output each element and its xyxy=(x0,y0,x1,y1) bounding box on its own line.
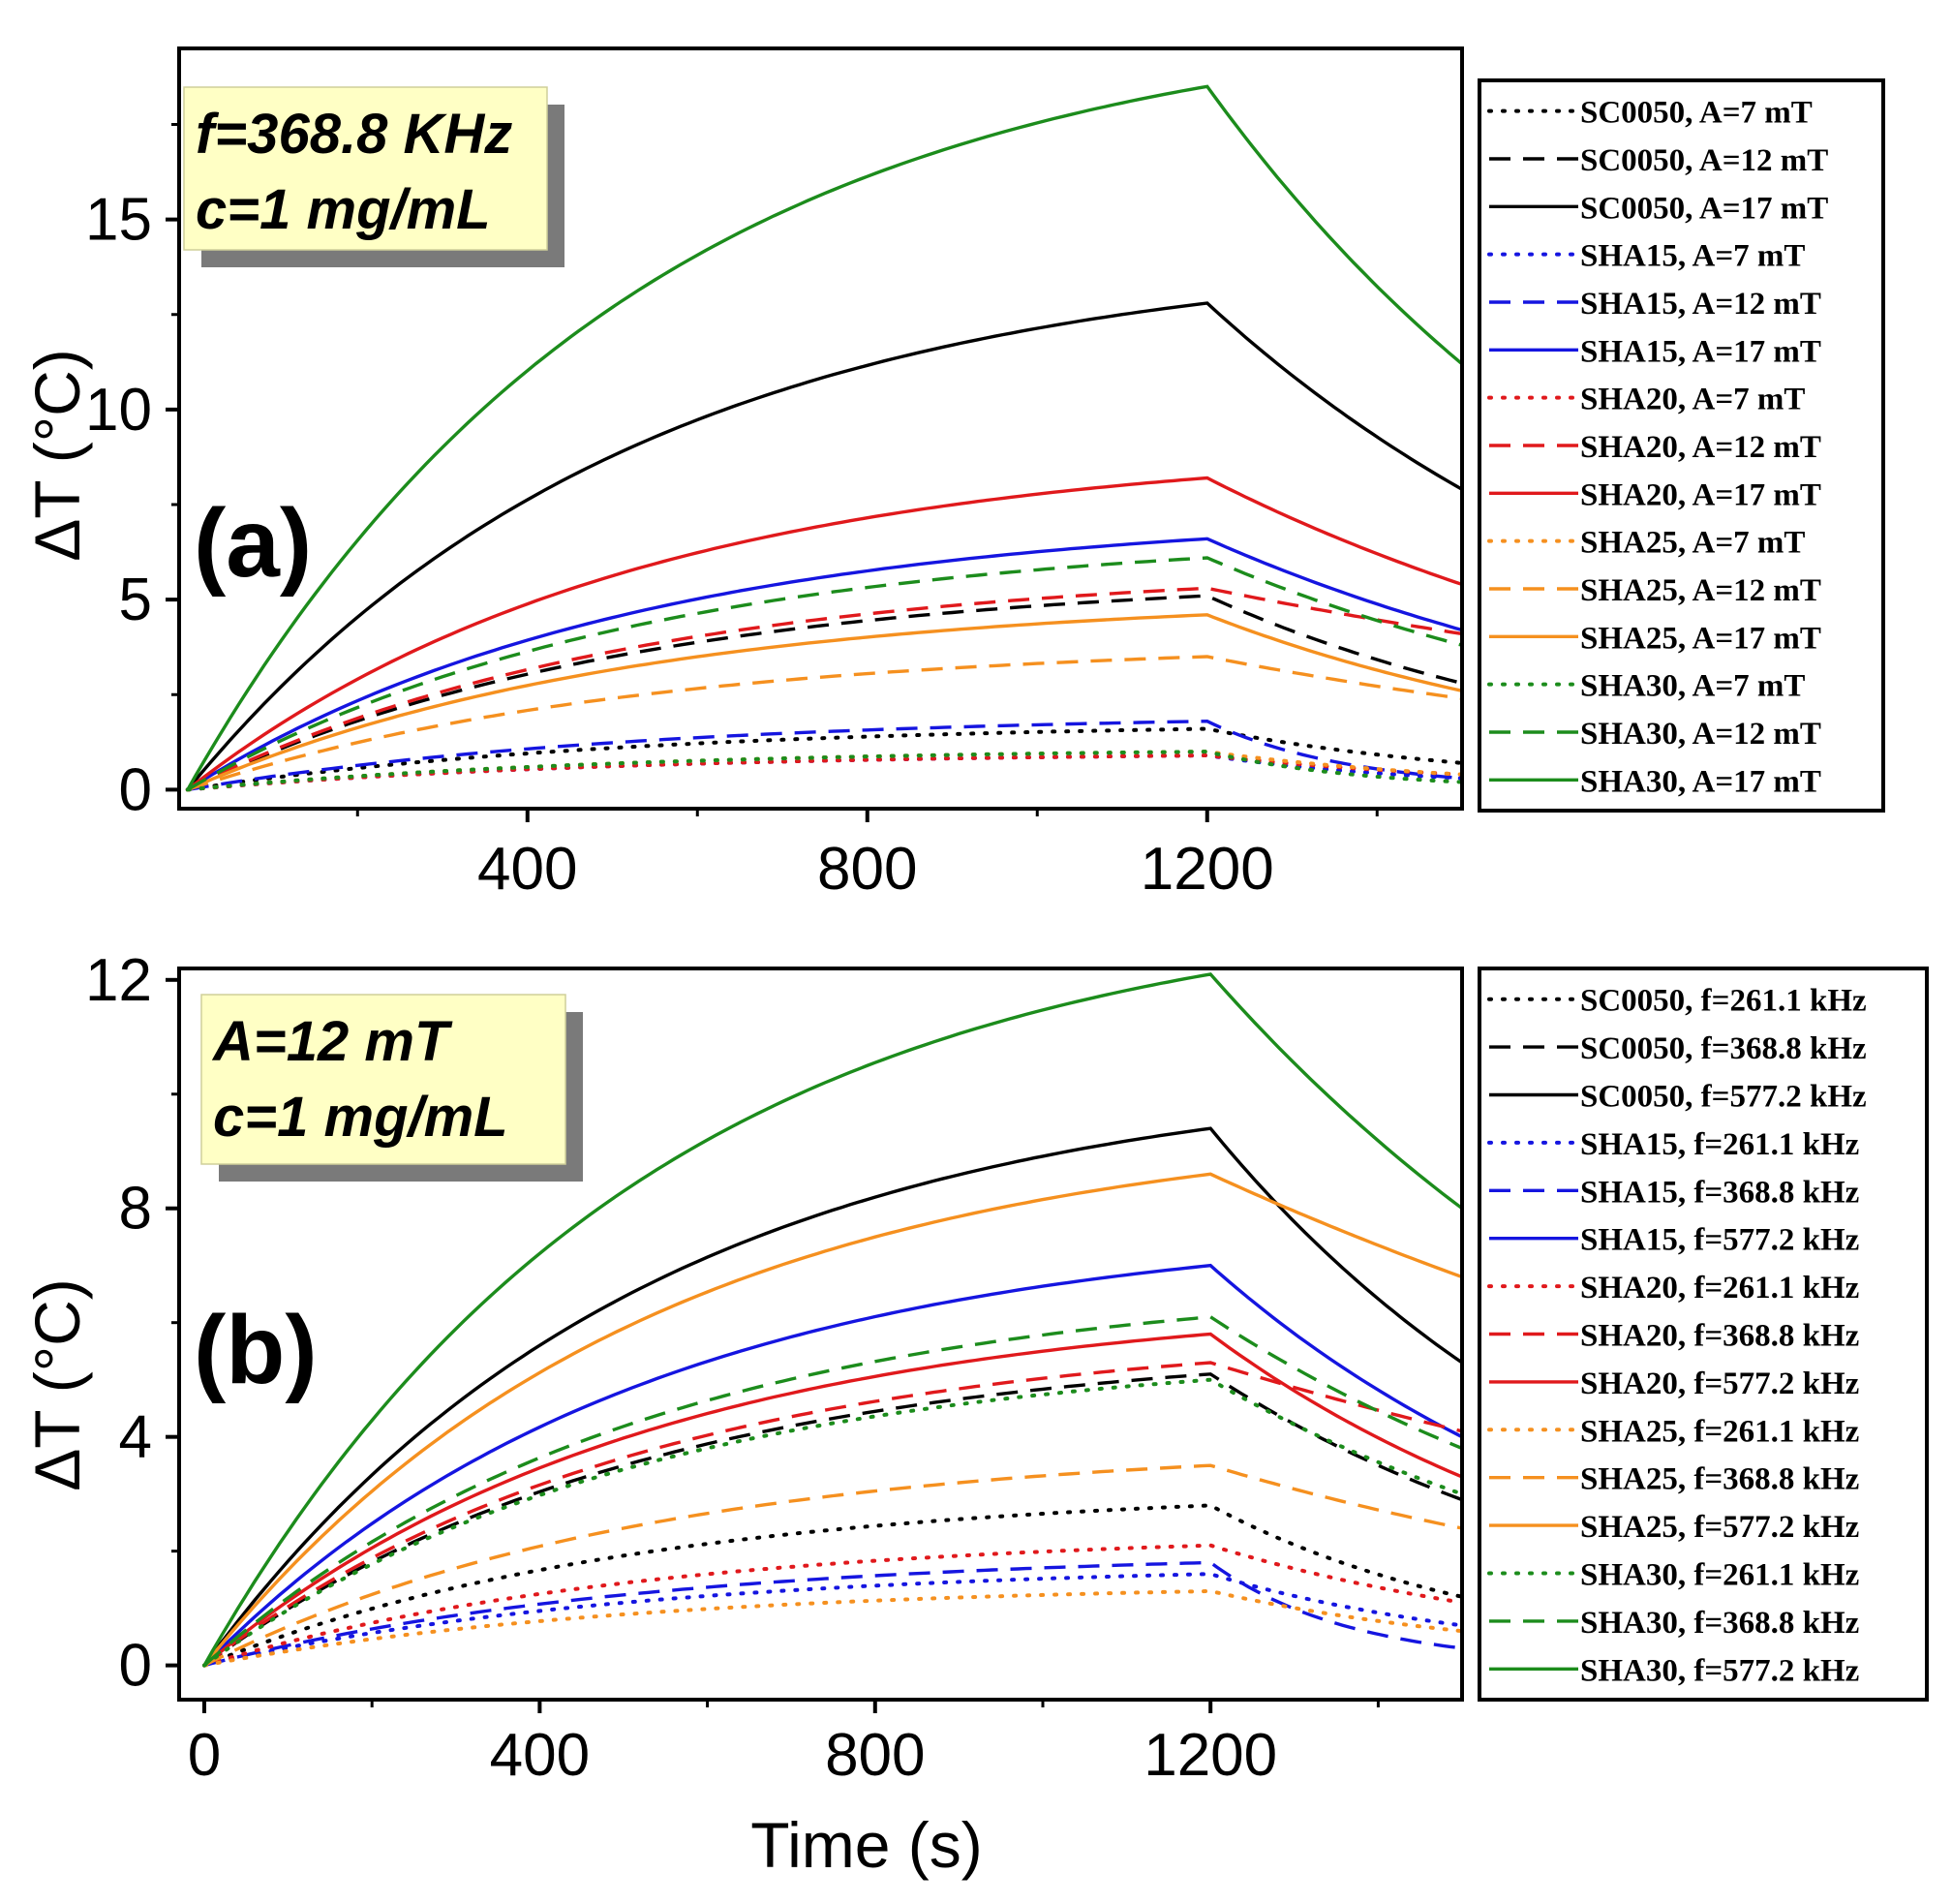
series-line-b-1 xyxy=(202,1372,1462,1667)
series-line-b-11 xyxy=(202,1172,1462,1667)
legend-label: SHA20, A=7 mT xyxy=(1580,383,1805,417)
panel-b: 0 400 800 1200 0 4 8 12 ΔT (°C) (b) A=12 mT c=1 mg/… xyxy=(21,947,1929,1789)
y-tick-label: 4 xyxy=(119,1404,152,1471)
panel-label: (a) xyxy=(194,489,312,598)
legend-label: SHA15, f=577.2 kHz xyxy=(1580,1223,1859,1258)
y-tick-label: 15 xyxy=(85,187,152,254)
legend-label: SHA30, A=17 mT xyxy=(1580,764,1821,799)
info-box xyxy=(200,994,566,1165)
x-tick-label: 400 xyxy=(477,836,577,903)
series-line-b-8 xyxy=(202,1332,1462,1667)
series-line-b-4 xyxy=(203,1560,1462,1668)
x-tick-label: 400 xyxy=(490,1722,590,1789)
legend-label: SHA15, f=368.8 kHz xyxy=(1580,1175,1859,1210)
legend-label: SHA25, A=17 mT xyxy=(1580,621,1821,656)
series-line-b-3 xyxy=(202,1572,1462,1668)
series-line-a-5 xyxy=(186,537,1462,791)
y-tick-label: 0 xyxy=(119,756,152,823)
series-line-a-8 xyxy=(186,476,1462,791)
legend-label: SHA20, f=261.1 kHz xyxy=(1580,1271,1859,1305)
plot-frame xyxy=(177,46,1464,811)
y-tick-label: 0 xyxy=(119,1633,152,1700)
x-tick-label: 800 xyxy=(817,836,917,903)
series-line-a-14 xyxy=(186,84,1462,791)
series-line-a-13 xyxy=(186,556,1462,791)
series-group xyxy=(202,972,1462,1668)
legend-label: SHA25, f=577.2 kHz xyxy=(1580,1510,1859,1545)
legend-label: SHA20, f=368.8 kHz xyxy=(1580,1319,1859,1354)
series-line-b-10 xyxy=(203,1463,1462,1668)
x-tick-label: 1200 xyxy=(1141,836,1274,903)
legend-label: SHA30, f=261.1 kHz xyxy=(1580,1558,1859,1593)
series-line-b-5 xyxy=(202,1263,1462,1667)
series-line-a-7 xyxy=(187,586,1462,791)
legend-label: SHA25, A=7 mT xyxy=(1580,526,1805,561)
legend-label: SHA30, f=368.8 kHz xyxy=(1580,1606,1859,1641)
legend-label: SC0050, f=577.2 kHz xyxy=(1580,1080,1867,1115)
legend-label: SHA30, A=7 mT xyxy=(1580,669,1805,704)
info-box xyxy=(183,86,548,251)
series-line-a-2 xyxy=(186,301,1462,791)
legend-label: SC0050, f=261.1 kHz xyxy=(1580,984,1867,1019)
series-line-a-12 xyxy=(185,750,1462,792)
panel-label: (b) xyxy=(194,1296,318,1404)
legend-box xyxy=(1478,967,1929,1702)
legend-box xyxy=(1478,78,1885,813)
legend-label: SHA25, A=12 mT xyxy=(1580,573,1821,608)
y-tick-label: 10 xyxy=(85,377,152,444)
legend-label: SC0050, A=7 mT xyxy=(1580,96,1813,131)
series-line-b-2 xyxy=(202,1126,1462,1667)
plot-frame xyxy=(177,967,1464,1702)
legend-label: SHA25, f=368.8 kHz xyxy=(1580,1462,1859,1497)
y-tick-label: 5 xyxy=(119,567,152,633)
legend-label: SHA30, A=12 mT xyxy=(1580,717,1821,752)
y-tick-label: 12 xyxy=(85,947,152,1014)
legend-label: SHA20, A=17 mT xyxy=(1580,477,1821,512)
x-axis-label: Time (s) xyxy=(750,1809,983,1881)
legend-label: SC0050, A=12 mT xyxy=(1580,143,1828,178)
y-axis-label: ΔT (°C) xyxy=(21,349,93,562)
series-line-b-6 xyxy=(202,1543,1462,1668)
legend-label: SC0050, f=368.8 kHz xyxy=(1580,1031,1867,1066)
x-tick-label: 0 xyxy=(188,1722,221,1789)
x-tick-label: 1200 xyxy=(1144,1722,1277,1789)
info-line: c=1 mg/mL xyxy=(196,178,491,241)
series-line-b-14 xyxy=(202,972,1462,1667)
panel-a: 400 800 1200 0 5 10 15 ΔT (°C) (a) f=368.8 KHz c=1… xyxy=(21,46,1885,903)
legend-label: SHA15, f=261.1 kHz xyxy=(1580,1127,1859,1162)
info-line: f=368.8 KHz xyxy=(196,103,512,166)
series-group xyxy=(185,84,1462,792)
series-line-b-12 xyxy=(202,1377,1462,1668)
legend-label: SHA15, A=17 mT xyxy=(1580,334,1821,369)
info-line: c=1 mg/mL xyxy=(213,1086,508,1149)
legend-label: SC0050, A=17 mT xyxy=(1580,191,1828,226)
series-line-a-10 xyxy=(187,655,1462,792)
series-line-b-13 xyxy=(202,1315,1462,1667)
legend-label: SHA20, f=577.2 kHz xyxy=(1580,1367,1859,1401)
info-line: A=12 mT xyxy=(211,1010,453,1073)
y-axis-label: ΔT (°C) xyxy=(21,1278,93,1491)
series-line-a-11 xyxy=(187,613,1462,791)
legend-label: SHA30, f=577.2 kHz xyxy=(1580,1653,1859,1688)
series-line-a-4 xyxy=(187,719,1462,792)
series-line-b-7 xyxy=(202,1361,1462,1667)
legend-label: SHA15, A=12 mT xyxy=(1580,287,1821,322)
series-line-a-1 xyxy=(187,594,1462,791)
x-tick-label: 800 xyxy=(825,1722,925,1789)
series-line-a-6 xyxy=(185,752,1462,792)
legend-label: SHA15, A=7 mT xyxy=(1580,239,1805,274)
legend-label: SHA20, A=12 mT xyxy=(1580,430,1821,465)
series-line-b-0 xyxy=(202,1503,1462,1668)
y-tick-label: 8 xyxy=(119,1176,152,1243)
legend-label: SHA25, f=261.1 kHz xyxy=(1580,1414,1859,1449)
